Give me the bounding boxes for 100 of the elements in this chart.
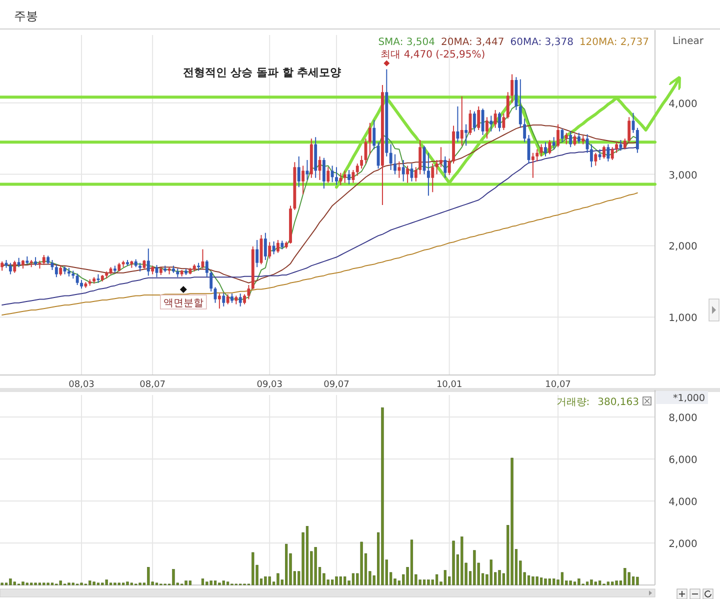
bar [114, 582, 116, 586]
candlestick [218, 293, 221, 310]
bar [314, 547, 317, 586]
bar [4, 582, 8, 586]
bar [172, 569, 175, 586]
candlestick [222, 292, 226, 307]
candlestick [146, 248, 150, 276]
candlestick [602, 145, 606, 160]
candlestick [247, 284, 250, 300]
x-tick-label: 08,03 [68, 380, 94, 390]
bar [126, 582, 129, 586]
candlestick [230, 293, 234, 304]
line-series [2, 192, 638, 316]
bar [427, 580, 430, 586]
candlestick [548, 140, 552, 155]
candlestick [598, 148, 602, 160]
candlestick [264, 232, 267, 260]
x-tick-label: 09,07 [324, 380, 350, 390]
text: 120MA: 2,737 [579, 37, 649, 48]
bar [498, 570, 501, 586]
bar [218, 582, 221, 586]
candlestick [356, 163, 359, 176]
bar [34, 582, 37, 586]
candlestick [544, 142, 547, 157]
x-tick-label: 10,01 [436, 380, 462, 390]
line-series [2, 124, 638, 284]
candlestick [302, 165, 305, 195]
candlestick [76, 273, 79, 286]
candlestick [13, 260, 16, 274]
bar [0, 582, 4, 586]
bar [9, 578, 12, 586]
bar [276, 573, 280, 586]
candlestick [472, 110, 476, 132]
bar [410, 540, 414, 586]
candlestick [610, 146, 614, 160]
bar [527, 575, 530, 586]
candlestick [523, 118, 526, 143]
candlestick [456, 106, 460, 143]
bar [381, 407, 384, 586]
y-tick-label: 2,000 [668, 242, 698, 253]
candlestick [606, 144, 610, 162]
candlestick [372, 120, 376, 150]
bar [46, 582, 50, 586]
candlestick [464, 124, 468, 146]
text: SMA: 3,504 [378, 37, 436, 48]
bar [544, 578, 547, 586]
candlestick [448, 158, 451, 176]
candlestick [540, 144, 543, 157]
bar [560, 572, 564, 586]
candlestick [594, 152, 598, 166]
bar [590, 580, 593, 586]
candlestick [54, 264, 58, 278]
bar [138, 582, 142, 586]
y-tick-label: 3,000 [668, 170, 698, 182]
candlestick [0, 260, 4, 272]
candlestick [418, 140, 422, 175]
bar [92, 582, 96, 586]
candlestick [59, 265, 62, 276]
candlestick [510, 74, 514, 104]
y-axis-title: *1,000 [673, 393, 705, 404]
candlestick [205, 260, 208, 278]
x-tick-label: 10,07 [545, 380, 571, 390]
candlestick [494, 110, 497, 128]
candlestick [306, 160, 309, 180]
bar [335, 576, 338, 586]
y-tick-label: 6,000 [668, 455, 698, 466]
candlestick [352, 170, 355, 184]
candlestick [330, 165, 334, 183]
annotation: 액면분할 [163, 298, 204, 309]
candlestick [477, 106, 480, 130]
y-tick-label: 1,000 [668, 313, 698, 324]
bar [615, 580, 618, 586]
candlestick [569, 130, 572, 148]
candlestick [444, 156, 447, 178]
x-tick-label: 08,07 [140, 380, 166, 390]
bar [532, 576, 534, 586]
bar [264, 576, 267, 586]
candlestick [518, 78, 522, 128]
bar [101, 582, 104, 586]
bar [578, 578, 580, 586]
annotation: 최대 4,470 (-25,95%) [380, 49, 486, 60]
candlestick [636, 127, 639, 154]
text: 거래량: [556, 397, 590, 408]
candlestick [297, 156, 300, 188]
candlestick [402, 160, 405, 182]
bar [636, 576, 639, 586]
candlestick [486, 116, 488, 140]
candlestick [276, 240, 280, 254]
bar [105, 580, 108, 586]
candlestick [394, 154, 396, 175]
candlestick [498, 112, 501, 132]
text: 20MA: 3,447 [441, 37, 504, 48]
candlestick [431, 163, 434, 193]
candlestick [564, 132, 568, 145]
candlestick [490, 115, 493, 132]
candlestick [426, 152, 430, 196]
candlestick [531, 152, 534, 178]
candlestick [552, 136, 556, 150]
candlestick [272, 240, 276, 255]
candlestick [339, 172, 342, 186]
